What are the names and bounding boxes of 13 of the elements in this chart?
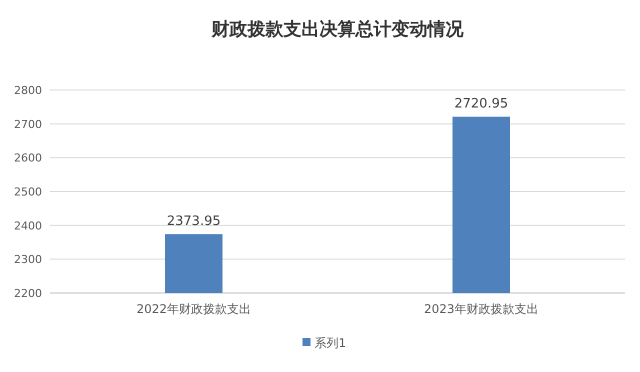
y-tick-label: 2800 bbox=[14, 84, 42, 97]
y-tick-label: 2300 bbox=[14, 253, 42, 266]
x-tick-label: 2023年财政拨款支出 bbox=[424, 302, 539, 316]
legend-label: 系列1 bbox=[314, 336, 346, 350]
y-tick-label: 2700 bbox=[14, 118, 42, 131]
chart-title: 财政拨款支出决算总计变动情况 bbox=[210, 19, 464, 40]
data-label: 2373.95 bbox=[166, 214, 221, 230]
y-tick-label: 2200 bbox=[14, 287, 42, 300]
data-label: 2720.95 bbox=[454, 96, 508, 112]
y-tick-label: 2400 bbox=[14, 219, 42, 232]
y-tick-label: 2500 bbox=[14, 186, 42, 198]
y-tick-label: 2600 bbox=[14, 152, 42, 165]
x-tick-label: 2022年财政拨款支出 bbox=[136, 302, 252, 316]
